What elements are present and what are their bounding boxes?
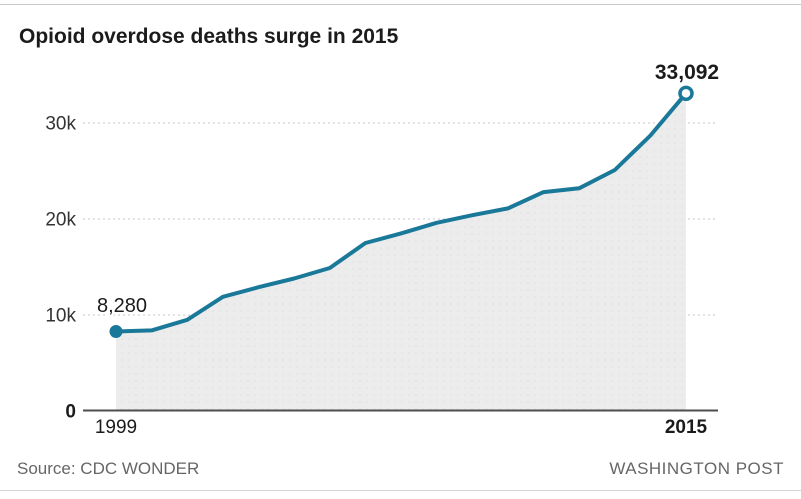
x-tick-label-1999: 1999 xyxy=(95,417,137,438)
publisher-credit: WASHINGTON POST xyxy=(609,459,784,478)
trend-line xyxy=(114,91,688,334)
bottom-border xyxy=(0,490,801,491)
chart-title: Opioid overdose deaths surge in 2015 xyxy=(19,25,399,48)
end-point-marker xyxy=(678,85,694,102)
y-tick-label-0: 0 xyxy=(65,402,76,423)
top-border xyxy=(0,4,801,5)
y-tick-label-10k: 10k xyxy=(45,306,76,327)
x-tick-label-2015: 2015 xyxy=(665,417,708,438)
area-fill xyxy=(116,93,686,411)
source-credit: Source: CDC WONDER xyxy=(17,459,200,478)
end-value-label: 33,092 xyxy=(655,61,719,84)
start-point-marker xyxy=(109,325,123,339)
y-tick-label-30k: 30k xyxy=(45,114,76,135)
start-value-label: 8,280 xyxy=(97,295,147,317)
y-tick-label-20k: 20k xyxy=(45,210,76,231)
